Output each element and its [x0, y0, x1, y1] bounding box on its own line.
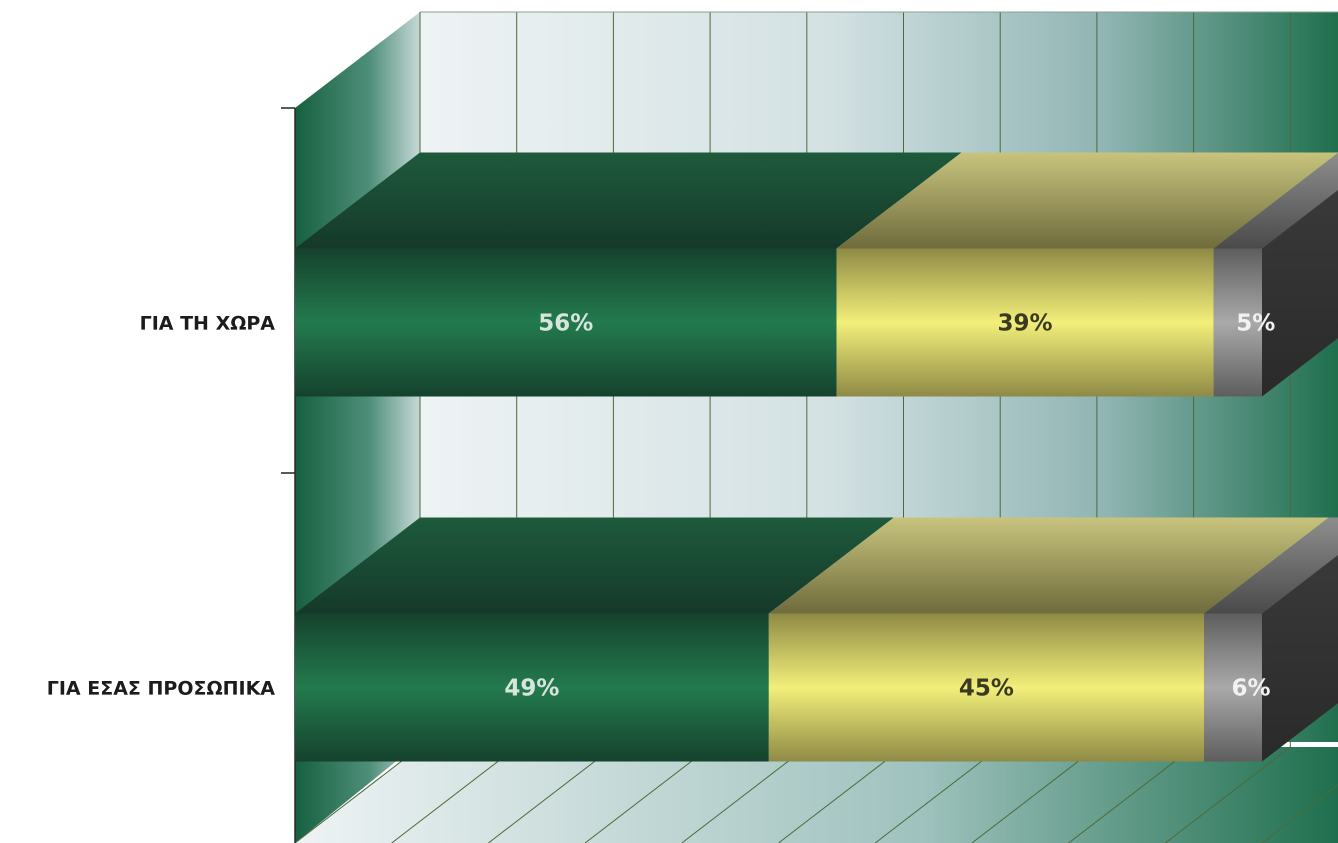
bar-top-0-2: [1213, 152, 1338, 249]
data-label-0-1: 39%: [998, 311, 1053, 337]
data-label-1-1: 45%: [959, 676, 1014, 702]
data-label-1-2: 6%: [1231, 676, 1270, 702]
data-label-0-0: 56%: [538, 311, 593, 337]
bar-0-1: [836, 248, 1214, 397]
category-label-1: ΓΙΑ ΕΣΑΣ ΠΡΟΣΩΠΙΚΑ: [47, 678, 276, 700]
bar-top-1-0: [295, 517, 894, 614]
floor-gridline: [488, 746, 614, 843]
floor-gridline: [294, 746, 421, 843]
floor-gridline: [1164, 746, 1291, 843]
bar-top-0-0: [295, 152, 962, 249]
bar-top-0-1: [836, 152, 1338, 249]
bar-1-1: [768, 613, 1204, 762]
bar-top-1-2: [1203, 517, 1338, 614]
floor-gridline: [1261, 784, 1338, 843]
labels: 56% 39% 5% ΓΙΑ ΤΗ ΧΩΡΑ 49% 45% 6% ΓΙΑ ΕΣΑΣ ΠΡΟΣ…: [47, 311, 1276, 702]
floor-gridline: [778, 746, 904, 843]
bar-0-0: [295, 248, 837, 397]
bar-0-2: [1213, 248, 1262, 397]
bars: [295, 152, 1338, 762]
floor-gridline: [391, 746, 518, 843]
bar-top-1-1: [768, 517, 1329, 614]
floor-gridline: [874, 746, 1001, 843]
bar-side-0: [1262, 190, 1338, 397]
floor-gridline: [971, 746, 1098, 843]
data-label-1-0: 49%: [504, 676, 559, 702]
bar-1-2: [1203, 613, 1262, 762]
floor-gridline: [584, 746, 711, 843]
floor-gridline: [1068, 746, 1194, 843]
bar-1-0: [295, 613, 769, 762]
floor-gridline: [681, 746, 808, 843]
data-label-0-2: 5%: [1236, 311, 1275, 337]
floor: [295, 747, 1338, 843]
category-label-0: ΓΙΑ ΤΗ ΧΩΡΑ: [140, 313, 276, 335]
bar-side-1: [1262, 555, 1338, 762]
